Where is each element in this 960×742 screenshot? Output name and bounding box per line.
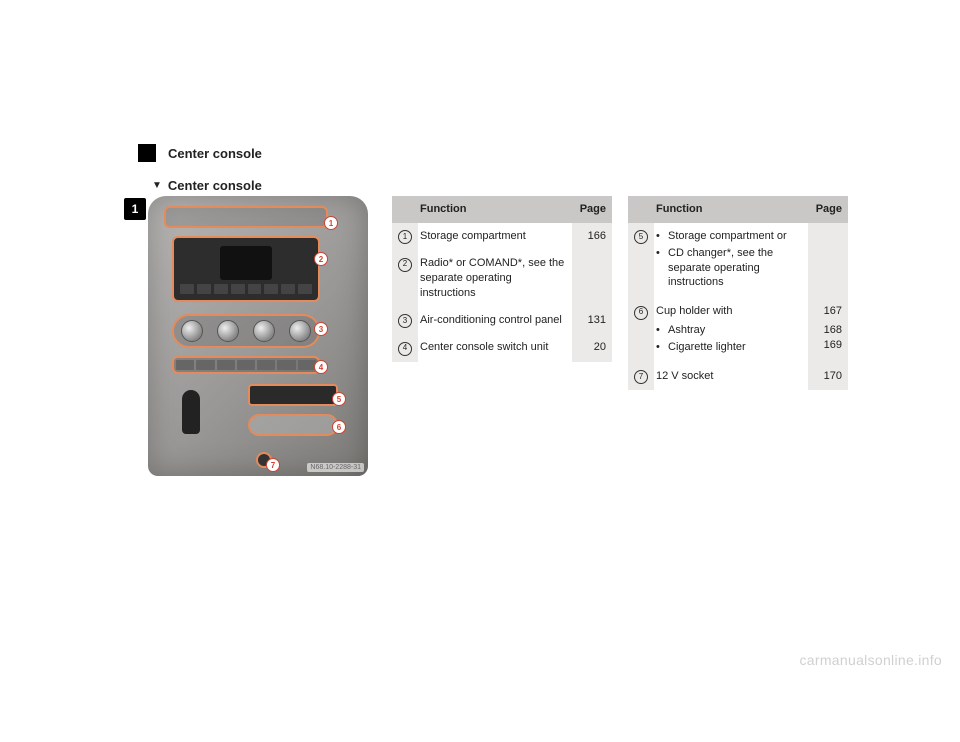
row-page (572, 250, 612, 307)
lower-storage-outline (248, 384, 338, 406)
callout-1: 1 (324, 216, 338, 230)
section-marker (138, 144, 156, 162)
row-page: 170 (808, 363, 848, 390)
gear-shifter (182, 390, 200, 434)
cupholder-outline (248, 414, 338, 436)
ac-dial (289, 320, 311, 342)
function-table-1: Function Page 1 Storage compartment 166 … (392, 196, 612, 362)
switch-unit-outline (172, 356, 320, 374)
row-function: Storage compartment (418, 223, 572, 250)
function-table-2: Function Page 5 Storage compartment or C… (628, 196, 848, 390)
row-function: Air-conditioning control panel (418, 307, 572, 334)
row-page (808, 223, 848, 298)
table-header: Function Page (628, 196, 848, 223)
radio-screen (220, 246, 272, 280)
ac-dial (253, 320, 275, 342)
bullet-item: Storage compartment or (656, 229, 802, 244)
row-page: 167 168 169 (808, 298, 848, 363)
row-number: 3 (398, 314, 412, 328)
chapter-tab: 1 (124, 198, 146, 220)
section-title: Center console (168, 146, 262, 161)
triangle-icon: ▼ (152, 180, 162, 191)
header-page: Page (572, 196, 612, 223)
callout-7: 7 (266, 458, 280, 472)
row-function: Cup holder with Ashtray Cigarette lighte… (654, 298, 808, 363)
row-number: 7 (634, 370, 648, 384)
row-page: 20 (572, 334, 612, 361)
radio-unit-outline (172, 236, 320, 302)
row-number: 6 (634, 306, 648, 320)
table-row: 3 Air-conditioning control panel 131 (392, 307, 612, 334)
row-number: 4 (398, 342, 412, 356)
bullet-item: Ashtray (656, 323, 802, 338)
table-row: 4 Center console switch unit 20 (392, 334, 612, 361)
row-function: Storage compartment or CD changer*, see … (654, 223, 808, 298)
table-header: Function Page (392, 196, 612, 223)
row-number: 1 (398, 230, 412, 244)
callout-4: 4 (314, 360, 328, 374)
ac-dial (181, 320, 203, 342)
row-page: 131 (572, 307, 612, 334)
figure-reference: N68.10-2288-31 (307, 463, 364, 472)
manual-page: Center console ▼ Center console 1 1 2 (0, 0, 960, 742)
header-function: Function (654, 196, 808, 223)
table-row: 1 Storage compartment 166 (392, 223, 612, 250)
center-console-figure: 1 2 3 4 5 6 7 N68.10-2288-31 (148, 196, 368, 476)
row-label: Cup holder with (656, 304, 802, 319)
row-page: 166 (572, 223, 612, 250)
ac-panel-outline (172, 314, 320, 348)
header-page: Page (808, 196, 848, 223)
header-function: Function (418, 196, 572, 223)
row-number: 2 (398, 258, 412, 272)
table-row: 5 Storage compartment or CD changer*, se… (628, 223, 848, 298)
row-function: Center console switch unit (418, 334, 572, 361)
row-function: 12 V socket (654, 363, 808, 390)
radio-buttons (180, 284, 312, 294)
row-function: Radio* or COMAND*, see the separate oper… (418, 250, 572, 307)
table-row: 7 12 V socket 170 (628, 363, 848, 390)
ac-dial (217, 320, 239, 342)
callout-2: 2 (314, 252, 328, 266)
bullet-item: CD changer*, see the separate operating … (656, 246, 802, 291)
row-number: 5 (634, 230, 648, 244)
subsection-header: ▼ Center console (152, 178, 262, 193)
table-row: 2 Radio* or COMAND*, see the separate op… (392, 250, 612, 307)
section-header: Center console (138, 144, 262, 162)
table-row: 6 Cup holder with Ashtray Cigarette ligh… (628, 298, 848, 363)
storage-compartment-outline (164, 206, 328, 228)
callout-3: 3 (314, 322, 328, 336)
watermark: carmanualsonline.info (800, 652, 943, 668)
subsection-title: Center console (168, 178, 262, 193)
bullet-item: Cigarette lighter (656, 340, 802, 355)
callout-6: 6 (332, 420, 346, 434)
callout-5: 5 (332, 392, 346, 406)
